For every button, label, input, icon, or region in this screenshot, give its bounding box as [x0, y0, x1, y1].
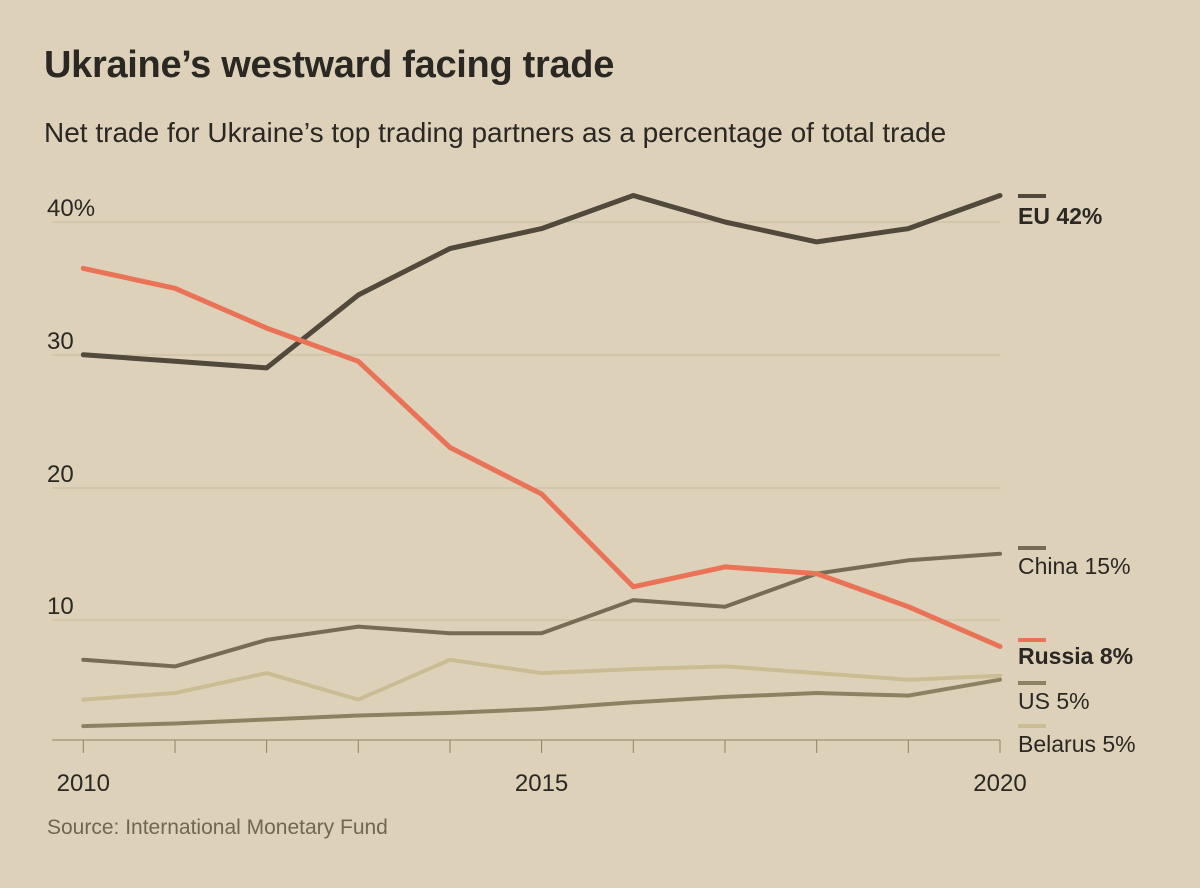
svg-text:2010: 2010 [57, 770, 110, 797]
svg-text:2020: 2020 [973, 770, 1026, 797]
svg-text:Russia 8%: Russia 8% [1018, 643, 1133, 669]
svg-text:2015: 2015 [515, 770, 568, 797]
svg-text:Belarus 5%: Belarus 5% [1018, 731, 1136, 757]
svg-text:20: 20 [47, 461, 74, 488]
svg-text:30: 30 [47, 328, 74, 355]
svg-text:10: 10 [47, 593, 74, 620]
svg-text:US 5%: US 5% [1018, 688, 1090, 714]
svg-text:China 15%: China 15% [1018, 553, 1131, 579]
svg-text:40%: 40% [47, 195, 95, 222]
svg-text:EU 42%: EU 42% [1018, 203, 1102, 229]
